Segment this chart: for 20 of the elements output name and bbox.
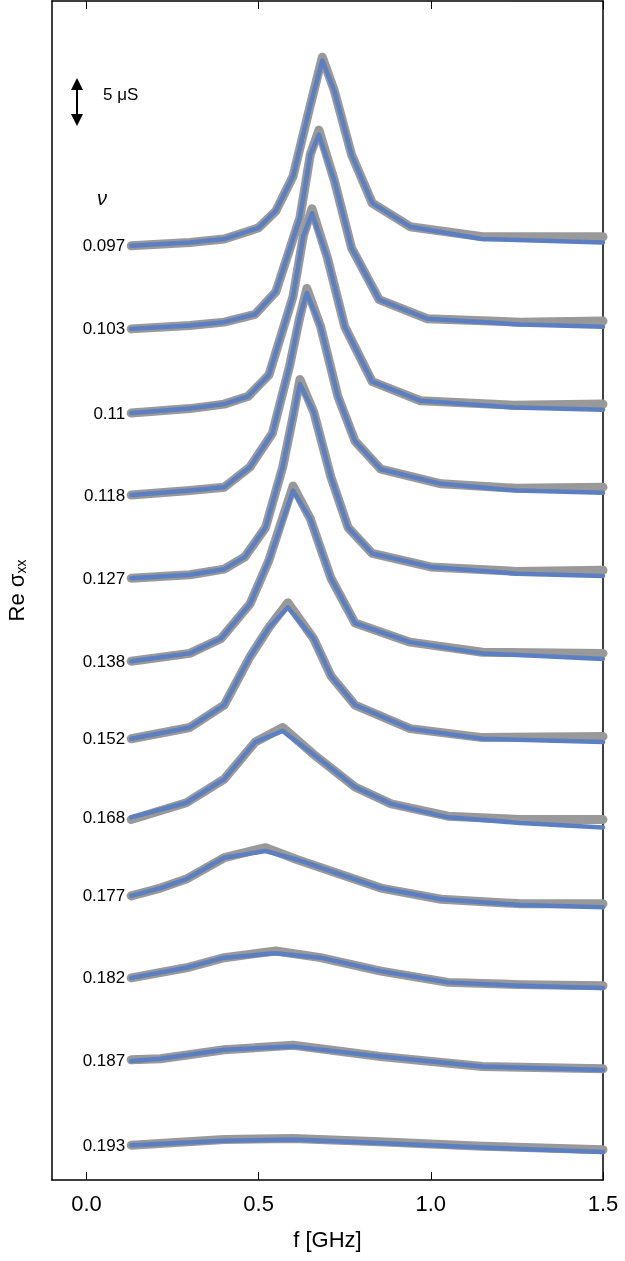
series-label: 0.127: [82, 568, 126, 588]
series-label: 0.152: [82, 729, 126, 749]
series-label: 0.097: [82, 236, 126, 256]
series-label: 0.177: [82, 886, 126, 906]
series-label: 0.118: [83, 485, 126, 505]
series-label: 0.168: [82, 807, 126, 827]
x-tick-label: 0.5: [243, 1190, 274, 1216]
series-label: 0.11: [93, 403, 126, 423]
series-label: 0.182: [82, 968, 126, 988]
x-tick-label: 0.0: [71, 1190, 102, 1216]
series-label: 0.187: [82, 1051, 126, 1071]
x-tick-label: 1.0: [415, 1190, 447, 1216]
series-label: 0.138: [82, 651, 126, 671]
x-axis-title: f [GHz]: [293, 1226, 362, 1252]
series-label: 0.193: [82, 1135, 126, 1155]
annotation: ν: [97, 187, 107, 209]
x-tick-label: 1.5: [587, 1190, 619, 1216]
y-axis-title: Re σxx: [3, 559, 29, 622]
series-label: 0.103: [82, 319, 126, 339]
annotation: 5 μS: [103, 85, 139, 104]
